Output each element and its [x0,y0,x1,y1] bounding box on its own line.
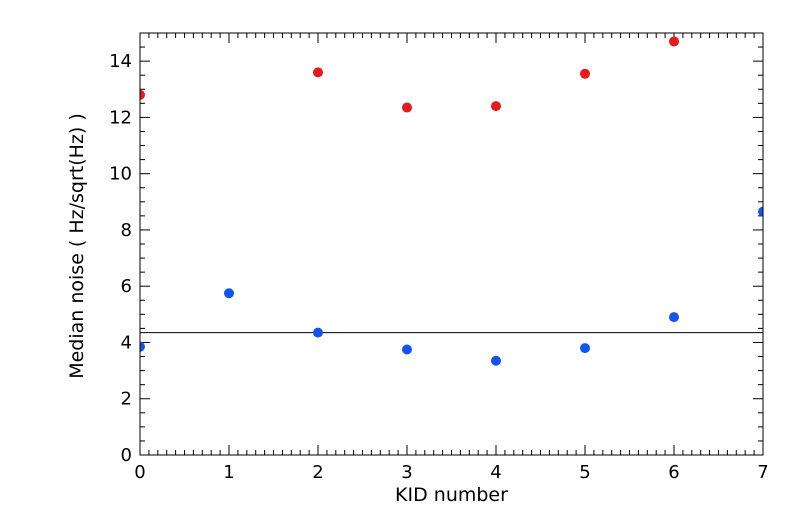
data-point-series-2 [669,312,679,323]
y-axis-label: Median noise ( Hz/sqrt(Hz) ) [66,113,88,379]
data-point-series-2 [402,344,412,355]
x-tick-label: 0 [134,462,145,483]
data-point-series-1 [402,102,412,113]
data-point-series-1 [140,89,145,100]
data-point-series-2 [491,355,501,366]
data-point-series-1 [669,36,679,47]
data-point-series-2 [313,327,323,338]
x-tick-labels: 0 1 2 3 4 5 6 7 [134,462,768,483]
x-tick-label: 3 [401,462,412,483]
y-tick-label: 8 [121,220,132,241]
x-tick-label: 5 [579,462,590,483]
x-tick-label: 4 [490,462,501,483]
plot-frame [139,32,764,456]
y-tick-labels: 0 2 4 6 8 10 12 14 [109,51,132,466]
y-tick-label: 10 [109,164,132,185]
data-point-series-1 [580,68,590,79]
y-tick-label: 4 [121,332,132,353]
data-point-series-2 [580,343,590,354]
y-tick-label: 12 [109,107,132,128]
x-tick-label: 1 [223,462,234,483]
data-point-series-1 [491,101,501,112]
x-tick-label: 6 [668,462,679,483]
y-tick-label: 2 [121,389,132,410]
data-point-series-2 [224,288,234,299]
y-tick-label: 6 [121,276,132,297]
x-tick-label: 7 [757,462,768,483]
data-point-series-2 [140,341,145,352]
data-point-series-2 [758,206,763,217]
data-point-series-1 [313,67,323,78]
x-axis-label: KID number [395,484,508,506]
y-tick-label: 14 [109,51,132,72]
axis-ticks [139,32,764,456]
data-points [140,36,763,366]
x-tick-label: 2 [312,462,323,483]
y-tick-label: 0 [121,445,132,466]
